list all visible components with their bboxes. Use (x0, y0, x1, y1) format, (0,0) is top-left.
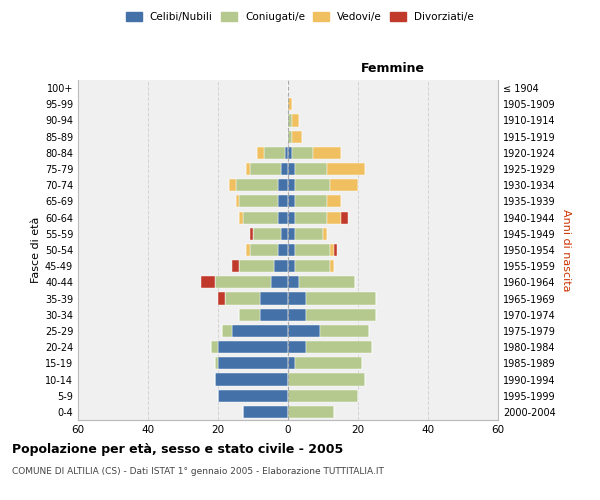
Bar (292, 114, 299, 126)
Bar (295, 212, 326, 224)
Bar (288, 276, 299, 288)
Bar (292, 147, 313, 159)
Bar (239, 212, 242, 224)
Bar (250, 228, 253, 240)
Bar (295, 228, 323, 240)
Bar (211, 341, 218, 353)
Bar (330, 244, 334, 256)
Bar (260, 308, 288, 321)
Bar (288, 358, 295, 370)
Bar (288, 260, 295, 272)
Bar (288, 98, 292, 110)
Bar (288, 196, 295, 207)
Text: Femmine: Femmine (361, 62, 425, 75)
Legend: Celibi/Nubili, Coniugati/e, Vedovi/e, Divorziati/e: Celibi/Nubili, Coniugati/e, Vedovi/e, Di… (122, 8, 478, 26)
Bar (277, 244, 288, 256)
Bar (284, 147, 288, 159)
Bar (271, 276, 288, 288)
Bar (288, 163, 295, 175)
Bar (330, 260, 334, 272)
Bar (295, 358, 361, 370)
Bar (277, 212, 288, 224)
Bar (323, 228, 326, 240)
Text: Popolazione per età, sesso e stato civile - 2005: Popolazione per età, sesso e stato civil… (12, 442, 343, 456)
Bar (250, 244, 277, 256)
Bar (292, 130, 302, 142)
Bar (288, 374, 365, 386)
Bar (232, 260, 239, 272)
Bar (326, 212, 341, 224)
Bar (288, 212, 295, 224)
Bar (295, 196, 326, 207)
Bar (295, 163, 326, 175)
Bar (295, 244, 330, 256)
Bar (218, 358, 288, 370)
Bar (288, 147, 292, 159)
Bar (215, 276, 271, 288)
Bar (281, 228, 288, 240)
Bar (277, 196, 288, 207)
Bar (305, 292, 376, 304)
Bar (313, 147, 341, 159)
Bar (288, 292, 305, 304)
Bar (288, 114, 292, 126)
Bar (200, 276, 215, 288)
Bar (305, 308, 376, 321)
Bar (239, 196, 277, 207)
Bar (288, 325, 320, 337)
Bar (215, 358, 218, 370)
Bar (274, 260, 288, 272)
Bar (242, 212, 277, 224)
Bar (239, 308, 260, 321)
Bar (218, 292, 225, 304)
Bar (215, 374, 288, 386)
Bar (263, 147, 284, 159)
Bar (232, 325, 288, 337)
Bar (277, 179, 288, 192)
Bar (218, 341, 288, 353)
Bar (246, 244, 250, 256)
Bar (326, 196, 341, 207)
Bar (257, 147, 263, 159)
Bar (295, 179, 330, 192)
Bar (235, 196, 239, 207)
Bar (288, 244, 295, 256)
Bar (299, 276, 355, 288)
Bar (288, 390, 358, 402)
Bar (295, 260, 330, 272)
Bar (253, 228, 281, 240)
Bar (221, 325, 232, 337)
Bar (218, 390, 288, 402)
Bar (305, 341, 372, 353)
Bar (225, 292, 260, 304)
Bar (334, 244, 337, 256)
Bar (326, 163, 365, 175)
Bar (242, 406, 288, 418)
Y-axis label: Fasce di età: Fasce di età (31, 217, 41, 283)
Bar (288, 406, 334, 418)
Bar (288, 130, 292, 142)
Bar (288, 308, 305, 321)
Bar (288, 179, 295, 192)
Bar (320, 325, 368, 337)
Bar (330, 179, 358, 192)
Bar (246, 163, 250, 175)
Bar (239, 260, 274, 272)
Bar (288, 341, 305, 353)
Bar (341, 212, 347, 224)
Bar (235, 179, 277, 192)
Bar (229, 179, 235, 192)
Text: COMUNE DI ALTILIA (CS) - Dati ISTAT 1° gennaio 2005 - Elaborazione TUTTITALIA.IT: COMUNE DI ALTILIA (CS) - Dati ISTAT 1° g… (12, 468, 384, 476)
Y-axis label: Anni di nascita: Anni di nascita (561, 208, 571, 291)
Bar (288, 228, 295, 240)
Bar (281, 163, 288, 175)
Bar (250, 163, 281, 175)
Bar (260, 292, 288, 304)
